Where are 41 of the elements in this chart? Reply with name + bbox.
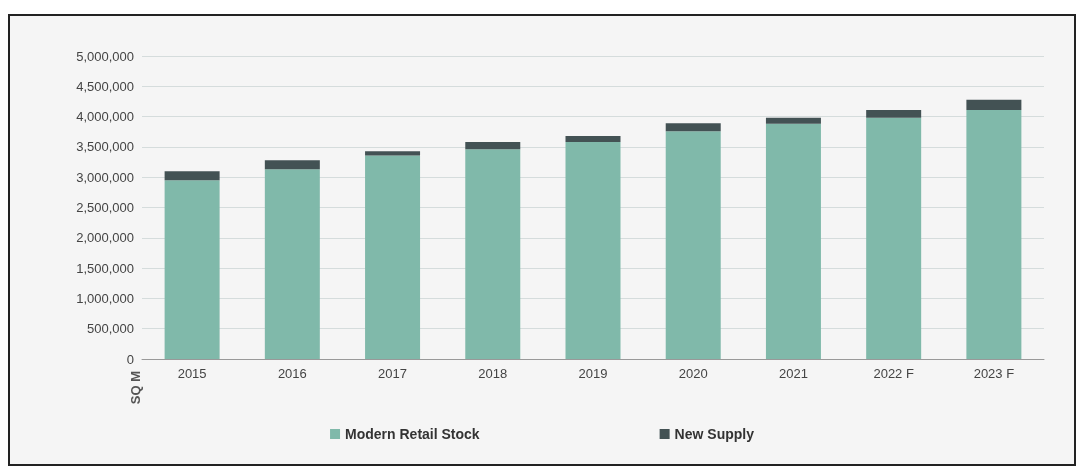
legend-label: Modern Retail Stock xyxy=(345,426,480,442)
bar xyxy=(966,99,1022,110)
bar xyxy=(565,142,621,359)
y-tick-label: 2,500,000 xyxy=(76,200,134,215)
y-tick-label: 4,500,000 xyxy=(76,78,134,94)
y-tick-label: 0 xyxy=(126,351,134,367)
bar xyxy=(264,169,320,359)
bar xyxy=(665,131,721,359)
x-tick-label: 2020 xyxy=(678,366,708,381)
bar xyxy=(465,149,521,359)
y-tick-label: 1,500,000 xyxy=(76,260,134,276)
bar xyxy=(866,117,922,359)
bar xyxy=(765,117,821,124)
y-tick-label: 3,000,000 xyxy=(76,169,134,185)
x-tick-label: 2019 xyxy=(578,366,608,381)
bar xyxy=(565,135,621,143)
y-tick-label: 1,000,000 xyxy=(76,290,134,306)
bar xyxy=(465,142,521,150)
bar xyxy=(765,123,821,359)
bar xyxy=(365,151,421,156)
x-tick-label: 2021 xyxy=(778,366,808,381)
bar xyxy=(665,123,721,132)
x-tick-label: 2017 xyxy=(378,366,408,381)
legend-label: New Supply xyxy=(674,426,755,442)
bar xyxy=(164,180,220,359)
y-tick-label: 500,000 xyxy=(87,321,134,337)
y-tick-label: 4,000,000 xyxy=(76,109,134,125)
x-tick-label: 2015 xyxy=(177,366,207,381)
x-tick-label: 2018 xyxy=(478,366,508,381)
x-tick-label: 2022 F xyxy=(873,366,914,381)
bar xyxy=(264,160,320,170)
y-tick-label: 5,000,000 xyxy=(76,48,134,64)
bar xyxy=(164,171,220,181)
x-tick-label: 2016 xyxy=(277,366,307,381)
x-tick-label: 2023 F xyxy=(973,366,1015,381)
bar xyxy=(365,155,421,359)
bar xyxy=(966,109,1022,359)
y-tick-label: 3,500,000 xyxy=(76,139,134,155)
bar xyxy=(866,109,922,118)
y-axis-title: SQ M xyxy=(128,371,143,405)
y-tick-label: 2,000,000 xyxy=(76,230,134,246)
